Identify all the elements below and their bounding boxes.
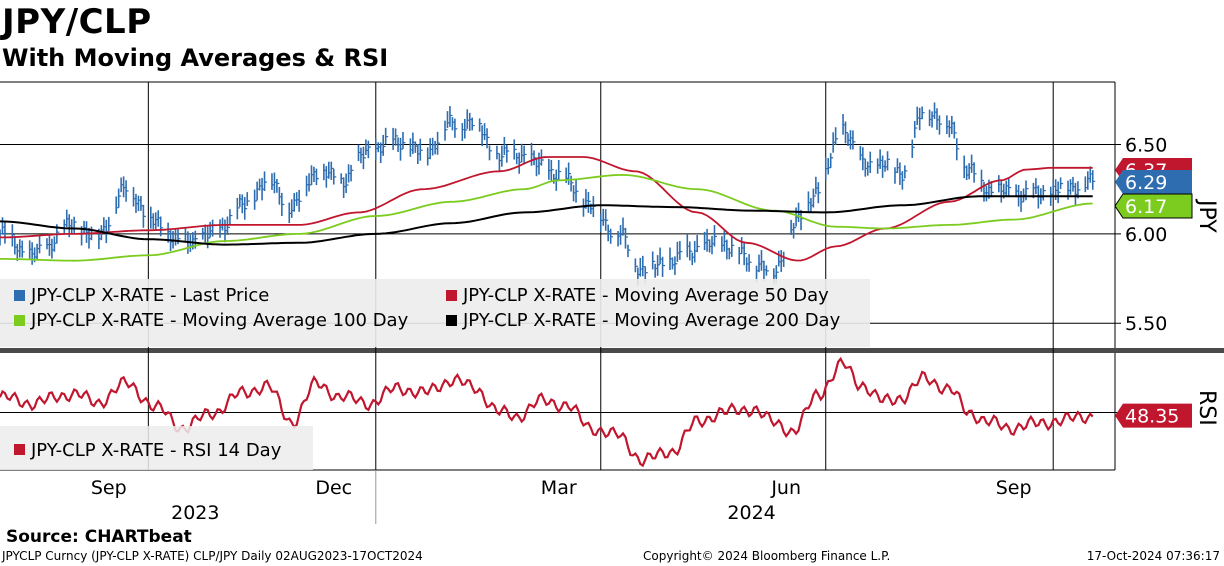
- rsi-legend-swatch: [14, 444, 25, 455]
- last_price-legend-swatch: [14, 290, 25, 301]
- rsi-value-badge: 48.35: [1115, 403, 1192, 428]
- timestamp: 17-Oct-2024 07:36:17: [1086, 549, 1220, 563]
- ma100-line: [0, 173, 1093, 262]
- badge-label: 6.29: [1125, 172, 1167, 194]
- price-tick-label: 5.50: [1125, 313, 1167, 335]
- price-tick-label: 6.50: [1125, 135, 1167, 157]
- badge-shape: [1115, 403, 1192, 428]
- rsi-legend-label: JPY-CLP X-RATE - RSI 14 Day: [30, 440, 282, 461]
- month-tick-label: Sep: [996, 477, 1032, 499]
- panel-divider: [0, 348, 1224, 353]
- badge-shape: [1115, 170, 1192, 194]
- ma50-legend-swatch: [446, 290, 457, 301]
- month-tick-label: Sep: [91, 477, 127, 499]
- rsi-legend-background: [0, 426, 313, 470]
- legend-background: [0, 279, 870, 347]
- ma100-legend-swatch: [14, 315, 25, 326]
- copyright-note: Copyright© 2024 Bloomberg Finance L.P.: [643, 549, 891, 563]
- ma50-legend-label: JPY-CLP X-RATE - Moving Average 50 Day: [462, 285, 829, 306]
- month-tick-label: Jun: [770, 477, 801, 499]
- chart-title: JPY/CLP: [2, 2, 152, 42]
- security-description: JPYCLP Curncy (JPY-CLP X-RATE) CLP/JPY D…: [2, 549, 423, 563]
- month-tick-label: Mar: [541, 477, 577, 499]
- chart-subtitle: With Moving Averages & RSI: [2, 44, 389, 72]
- year-label: 2024: [727, 502, 775, 524]
- month-tick-label: Dec: [315, 477, 352, 499]
- badge-shape: [1114, 193, 1193, 219]
- badge-label: 6.17: [1125, 196, 1167, 218]
- ma200-legend-label: JPY-CLP X-RATE - Moving Average 200 Day: [462, 310, 841, 331]
- year-label: 2023: [171, 502, 219, 524]
- ma100-value-badge: 6.17: [1114, 193, 1193, 219]
- badge-label: 48.35: [1125, 406, 1179, 428]
- price-axis-unit: JPY: [1194, 198, 1219, 233]
- last_price-value-badge: 6.29: [1115, 170, 1192, 194]
- last_price-legend-label: JPY-CLP X-RATE - Last Price: [30, 285, 269, 306]
- rsi-axis-unit: RSI: [1194, 390, 1219, 426]
- ma200-legend-swatch: [446, 315, 457, 326]
- price-legend: JPY-CLP X-RATE - Last Price JPY-CLP X-RAT…: [0, 279, 870, 347]
- ma200-line: [0, 195, 1093, 246]
- rsi-legend: JPY-CLP X-RATE - RSI 14 Day: [0, 426, 313, 470]
- price-tick-label: 6.00: [1125, 224, 1167, 246]
- ma50-line: [0, 156, 1093, 262]
- last-price-bars: [0, 102, 1096, 287]
- ma100-legend-label: JPY-CLP X-RATE - Moving Average 100 Day: [30, 310, 409, 331]
- source-note: Source: CHARTbeat: [6, 527, 192, 547]
